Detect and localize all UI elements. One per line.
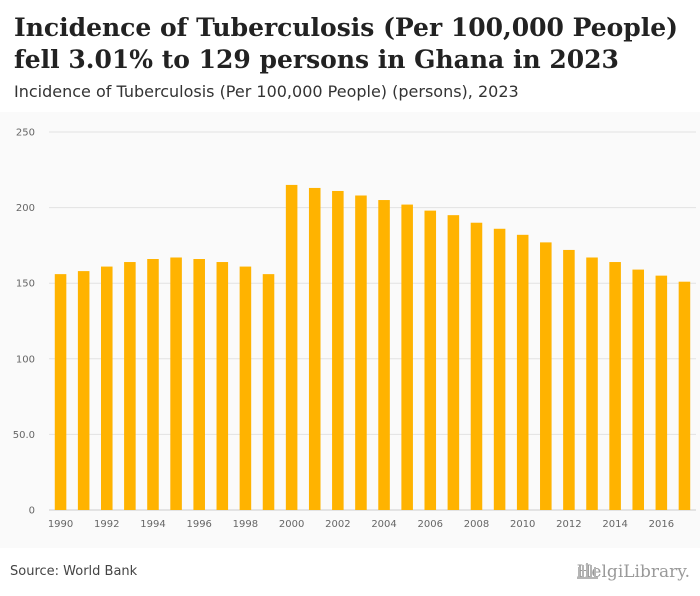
bar (586, 257, 598, 510)
chart-title: Incidence of Tuberculosis (Per 100,000 P… (14, 13, 679, 74)
bar (239, 266, 252, 510)
bar (285, 184, 298, 511)
bar (100, 266, 113, 510)
x-tick-label: 2002 (325, 519, 350, 530)
bar (655, 275, 668, 510)
chart-subtitle: Incidence of Tuberculosis (Per 100,000 P… (14, 82, 519, 101)
bar-chart: 0 50.0 100 150 200 250 1990 1992 1994 1996 1998 200… (13, 128, 696, 530)
x-tick-label: 1996 (186, 519, 211, 530)
x-tick-label: 1998 (233, 519, 258, 530)
bar (540, 242, 552, 510)
y-tick-label: 100 (16, 354, 35, 365)
bar (77, 271, 90, 510)
bar (262, 274, 275, 510)
helgi-library-logo: HelgiLibrary. (576, 561, 690, 583)
y-tick-label: 250 (16, 128, 35, 139)
x-tick-label: 2008 (464, 519, 489, 530)
bar (308, 187, 321, 510)
x-tick-label: 2000 (279, 519, 304, 530)
x-tick-label: 2010 (510, 519, 535, 530)
bar (424, 210, 437, 510)
bar (378, 200, 390, 510)
logo-text: HelgiLibrary. (576, 562, 690, 582)
y-tick-label: 50.0 (13, 430, 35, 441)
bar (332, 190, 344, 510)
x-tick-label: 2014 (602, 519, 627, 530)
bar (355, 195, 367, 510)
y-tick-label: 0 (29, 506, 35, 517)
library-building-icon (576, 563, 598, 579)
bar (447, 215, 460, 510)
bar (193, 259, 205, 510)
bar (470, 222, 483, 510)
x-tick-label: 2006 (418, 519, 443, 530)
bar (632, 269, 645, 510)
bar (678, 281, 691, 510)
bar (54, 274, 67, 510)
bar (124, 262, 136, 510)
y-tick-label: 150 (16, 279, 35, 290)
bar (401, 204, 413, 510)
bar (147, 259, 159, 510)
source-note: Source: World Bank (10, 564, 138, 579)
bar (493, 228, 506, 510)
x-tick-label: 2012 (556, 519, 581, 530)
bar (216, 262, 229, 510)
bar (563, 249, 575, 510)
x-tick-label: 1994 (140, 519, 165, 530)
bar (516, 234, 529, 510)
x-tick-label: 2004 (371, 519, 396, 530)
bar (170, 257, 182, 510)
x-tick-label: 1990 (48, 519, 73, 530)
x-tick-label: 2016 (649, 519, 674, 530)
chart-area: 0 50.0 100 150 200 250 1990 1992 1994 1996 1998 200… (0, 112, 700, 548)
bar (609, 262, 621, 510)
y-tick-label: 200 (16, 203, 35, 214)
x-tick-label: 1992 (94, 519, 119, 530)
